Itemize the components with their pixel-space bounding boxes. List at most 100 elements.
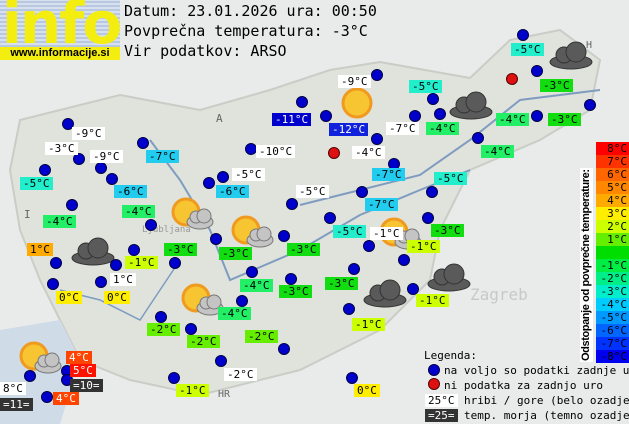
legend-blue-dot-icon: [428, 364, 440, 376]
scale-cell: 8°C: [596, 142, 629, 155]
station-dot[interactable]: [47, 278, 59, 290]
station-dot[interactable]: [348, 263, 360, 275]
station-dot[interactable]: [210, 233, 222, 245]
station-dot[interactable]: [371, 133, 383, 145]
scale-cell: 1°C: [596, 233, 629, 246]
station-dot[interactable]: [106, 173, 118, 185]
station-temperature: -9°C: [338, 75, 371, 88]
station-temperature: -5°C: [434, 172, 467, 185]
station-dot[interactable]: [185, 323, 197, 335]
station-dot[interactable]: [324, 212, 336, 224]
station-dot[interactable]: [426, 186, 438, 198]
station-dot[interactable]: [95, 162, 107, 174]
station-temperature: -12°C: [329, 123, 369, 136]
station-dot[interactable]: [531, 65, 543, 77]
station-dot[interactable]: [278, 230, 290, 242]
station-dot[interactable]: [62, 118, 74, 130]
legend-red-dot-icon: [428, 378, 440, 390]
station-dot[interactable]: [236, 295, 248, 307]
station-dot[interactable]: [66, 199, 78, 211]
map-label-italy: I: [24, 208, 31, 221]
scale-cell: -5°C: [596, 311, 629, 324]
station-temperature: -4°C: [218, 307, 251, 320]
station-temperature: 8°C: [0, 382, 26, 395]
sun-icon: [340, 86, 374, 124]
station-dot[interactable]: [356, 186, 368, 198]
logo-text: info: [2, 0, 120, 47]
station-dot[interactable]: [472, 132, 484, 144]
station-temperature: 0°C: [56, 291, 82, 304]
station-dot[interactable]: [422, 212, 434, 224]
map-label-ljubljana: Ljubljana: [142, 225, 191, 235]
station-dot[interactable]: [296, 96, 308, 108]
station-dot[interactable]: [285, 273, 297, 285]
station-temperature: -6°C: [114, 185, 147, 198]
station-dot[interactable]: [128, 244, 140, 256]
scale-cell: -1°C: [596, 259, 629, 272]
station-dot[interactable]: [73, 153, 85, 165]
station-temperature: 1°C: [110, 273, 136, 286]
station-dot[interactable]: [24, 370, 36, 382]
station-temperature: -7°C: [146, 150, 179, 163]
station-dot[interactable]: [363, 240, 375, 252]
station-temperature: -9°C: [72, 127, 105, 140]
scale-cell: 2°C: [596, 220, 629, 233]
station-temperature: -1°C: [125, 256, 158, 269]
station-dot[interactable]: [246, 266, 258, 278]
station-dot[interactable]: [39, 164, 51, 176]
station-temperature: -1°C: [176, 384, 209, 397]
station-dot[interactable]: [137, 137, 149, 149]
station-dot[interactable]: [407, 283, 419, 295]
legend-dark-text: temp. morja (temno ozadje): [464, 409, 629, 422]
scale-cell: -3°C: [596, 285, 629, 298]
dark-cloud-icon: [548, 40, 594, 74]
station-temperature: -6°C: [216, 185, 249, 198]
station-temperature: -4°C: [122, 205, 155, 218]
station-dot[interactable]: [320, 110, 332, 122]
station-dot[interactable]: [110, 259, 122, 271]
station-temperature: -4°C: [481, 145, 514, 158]
legend-red-text: ni podatka za zadnjo uro: [444, 379, 603, 392]
station-temperature: -2°C: [147, 323, 180, 336]
station-dot[interactable]: [217, 171, 229, 183]
station-dot[interactable]: [427, 93, 439, 105]
station-dot[interactable]: [145, 219, 157, 231]
station-temperature: -2°C: [187, 335, 220, 348]
station-temperature: -7°C: [386, 122, 419, 135]
site-url[interactable]: www.informacije.si: [0, 47, 120, 60]
scale-cell: -4°C: [596, 298, 629, 311]
station-temperature: -3°C: [219, 247, 252, 260]
station-dot[interactable]: [434, 108, 446, 120]
station-dot[interactable]: [517, 29, 529, 41]
station-no-data-dot[interactable]: [506, 73, 518, 85]
station-dot[interactable]: [286, 198, 298, 210]
date-line: Datum: 23.01.2026 ura: 00:50: [124, 2, 377, 20]
station-dot[interactable]: [398, 254, 410, 266]
logo[interactable]: info: [0, 0, 120, 47]
station-dot[interactable]: [531, 110, 543, 122]
station-dot[interactable]: [278, 343, 290, 355]
station-dot[interactable]: [50, 257, 62, 269]
station-temperature: -1°C: [370, 227, 403, 240]
station-temperature: -3°C: [548, 113, 581, 126]
station-dot[interactable]: [346, 372, 358, 384]
station-dot[interactable]: [168, 372, 180, 384]
station-dot[interactable]: [584, 99, 596, 111]
station-temperature: -3°C: [431, 224, 464, 237]
station-dot[interactable]: [95, 276, 107, 288]
station-temperature: -10°C: [256, 145, 296, 158]
station-dot[interactable]: [41, 391, 53, 403]
station-dot[interactable]: [155, 311, 167, 323]
station-dot[interactable]: [203, 177, 215, 189]
scale-cell: 5°C: [596, 181, 629, 194]
station-dot[interactable]: [215, 355, 227, 367]
scale-cell: 3°C: [596, 207, 629, 220]
station-dot[interactable]: [371, 69, 383, 81]
station-dot[interactable]: [343, 303, 355, 315]
data-source: Vir podatkov: ARSO: [124, 42, 287, 60]
station-temperature: -3°C: [279, 285, 312, 298]
station-dot[interactable]: [169, 257, 181, 269]
station-no-data-dot[interactable]: [328, 147, 340, 159]
station-temperature: -3°C: [164, 243, 197, 256]
station-dot[interactable]: [409, 110, 421, 122]
